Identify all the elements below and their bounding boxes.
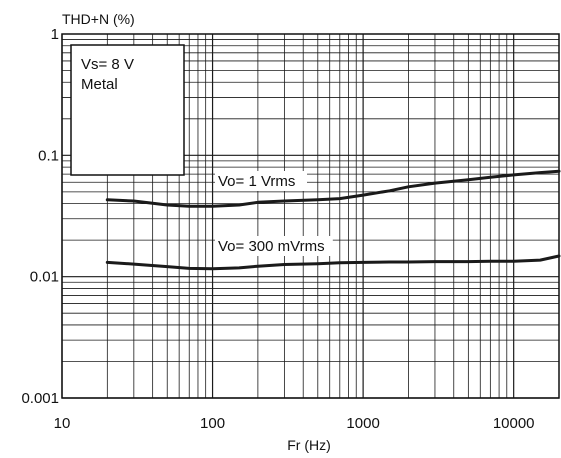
y-tick-label: 0.1 [38, 147, 59, 164]
series-line [105, 254, 561, 271]
x-axis-label: Fr (Hz) [287, 437, 331, 453]
y-tick-label: 1 [51, 26, 59, 43]
conditions-box-line: Vs= 8 V [81, 56, 134, 73]
x-tick-label: 100 [200, 415, 225, 432]
conditions-box-frame [70, 44, 185, 176]
series-line [105, 169, 561, 208]
y-tick-label: 0.01 [30, 269, 59, 286]
conditions-box: Vs= 8 V Metal [70, 44, 185, 176]
tick-labels: 10 100 1000 10000 1 0.1 0.01 0.001 [21, 26, 534, 432]
series-label-background [215, 236, 333, 256]
y-tick-label: 0.001 [21, 390, 59, 407]
series-lines: Vo= 1 Vrms Vo= 300 mVrms [105, 169, 561, 271]
x-tick-label: 10000 [493, 415, 535, 432]
series-label-background [215, 171, 307, 191]
y-axis-label: THD+N (%) [62, 11, 135, 27]
x-tick-label: 1000 [346, 415, 379, 432]
series-label: Vo= 1 Vrms [218, 173, 295, 190]
plot-frame [61, 33, 560, 399]
x-tick-label: 10 [54, 415, 71, 432]
series-label: Vo= 300 mVrms [218, 238, 325, 255]
conditions-box-line: Metal [81, 76, 118, 93]
